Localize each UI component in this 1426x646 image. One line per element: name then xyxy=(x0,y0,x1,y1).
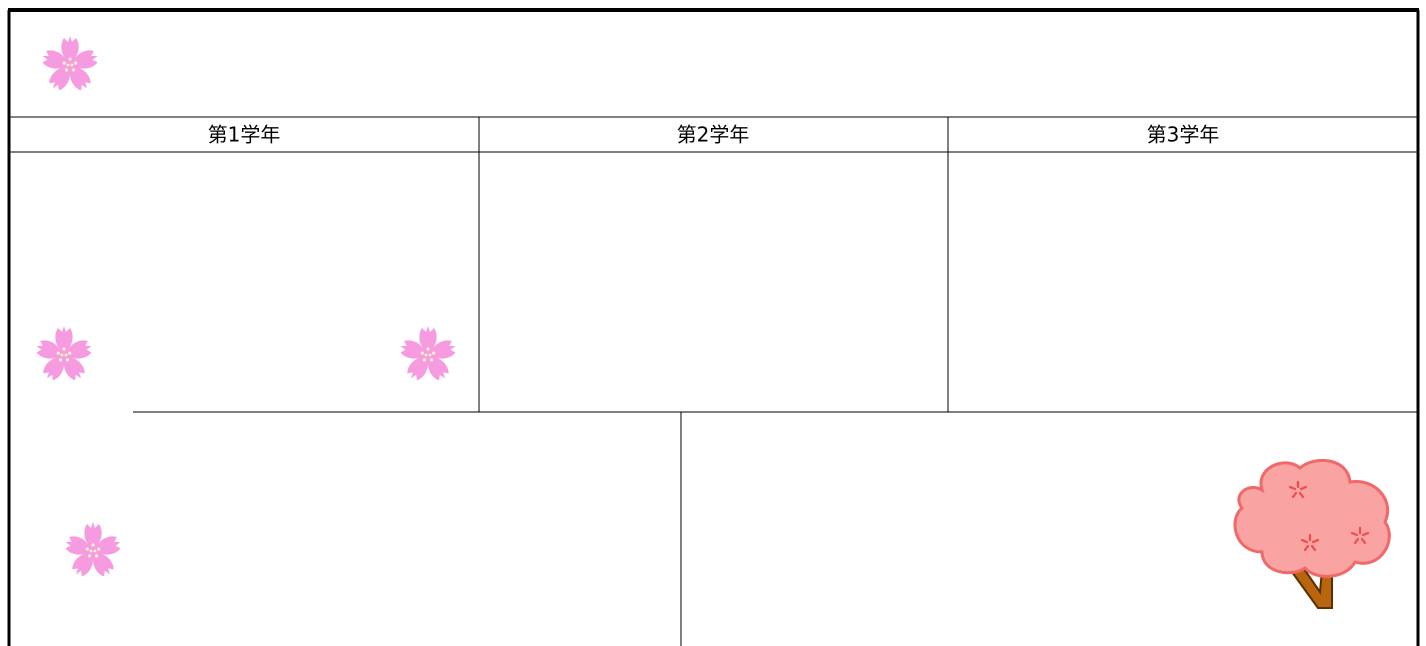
tree-illustration xyxy=(1233,459,1391,609)
sakura-decoration xyxy=(398,326,459,384)
column-header: 第2学年 xyxy=(677,123,750,147)
sakura-decoration xyxy=(40,36,101,94)
sakura-decoration xyxy=(34,326,95,384)
sakura-decoration xyxy=(63,522,124,580)
table-grid xyxy=(7,8,1420,646)
column-header: 第1学年 xyxy=(208,123,281,147)
column-header: 第3学年 xyxy=(1147,123,1220,147)
